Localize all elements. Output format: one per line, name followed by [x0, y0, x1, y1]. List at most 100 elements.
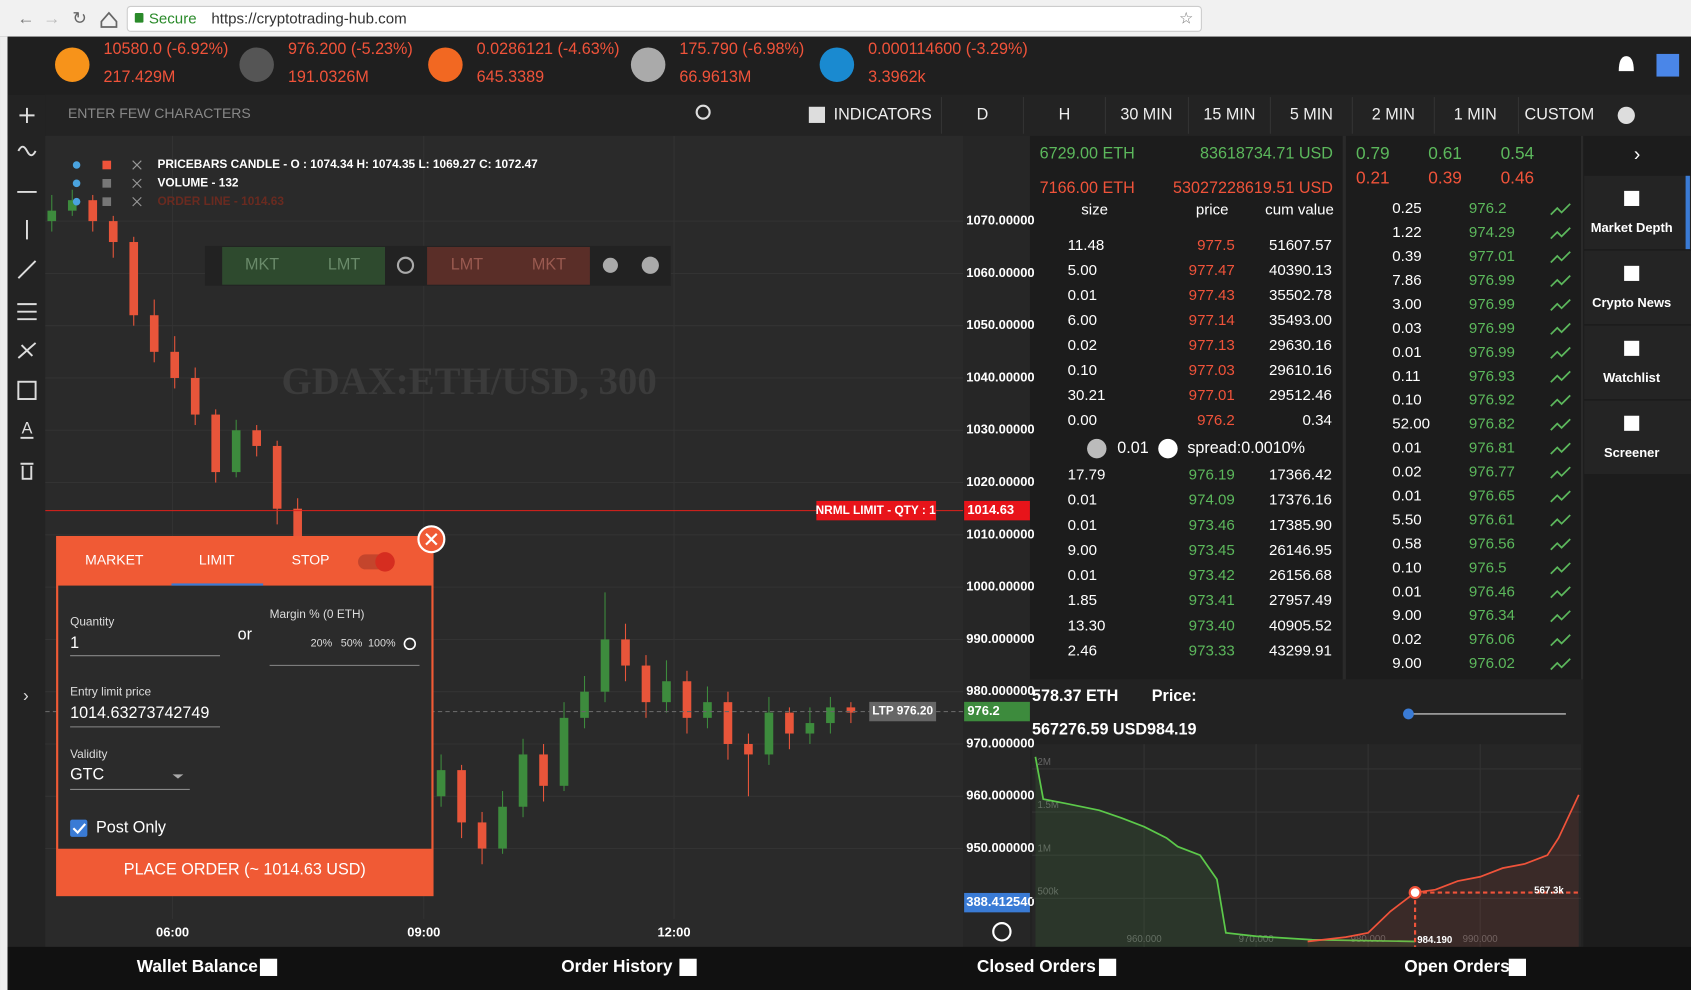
- post-only-checkbox[interactable]: [70, 819, 88, 837]
- tool-rect[interactable]: [17, 380, 37, 400]
- order-tab[interactable]: LIMIT: [199, 551, 235, 567]
- footer-button[interactable]: Closed Orders: [977, 956, 1096, 976]
- y-tick-label: 1070.00000: [966, 213, 1034, 228]
- dropdown-arrow: [172, 774, 184, 779]
- depth-eth: 578.37 ETH: [1032, 687, 1118, 705]
- sidebar-item[interactable]: [1584, 175, 1691, 250]
- forward-button[interactable]: →: [43, 8, 60, 28]
- sidebar-item[interactable]: [1584, 250, 1691, 325]
- indicators-icon[interactable]: [808, 106, 826, 123]
- user-avatar[interactable]: [1656, 53, 1680, 77]
- candle-body: [846, 707, 856, 713]
- trade-button[interactable]: LMT: [451, 256, 483, 274]
- settings-icon[interactable]: [102, 197, 112, 206]
- volume-tag-bg: [964, 892, 1030, 913]
- tool-add[interactable]: [19, 107, 35, 123]
- trade-size: 0.10: [1392, 559, 1421, 576]
- trade-button[interactable]: MKT: [245, 256, 279, 274]
- ltp-price-tag: 976.2: [967, 703, 999, 718]
- order-line-tag-bg: [816, 500, 937, 521]
- depth-slider-handle[interactable]: [1403, 708, 1414, 720]
- column-header: size: [1081, 201, 1108, 218]
- settings-icon[interactable]: [102, 160, 112, 170]
- tool-text[interactable]: A: [22, 419, 33, 437]
- interval-button[interactable]: D: [977, 106, 989, 124]
- trade-button[interactable]: MKT: [532, 256, 566, 274]
- candle-body: [67, 200, 77, 211]
- entry-price-input[interactable]: 1014.63273742749: [70, 704, 209, 722]
- trade-size: 0.01: [1392, 440, 1421, 457]
- tool-trendline[interactable]: [17, 260, 37, 279]
- pie-icon[interactable]: [641, 256, 659, 274]
- tool-delete[interactable]: [20, 462, 34, 480]
- active-indicator: [1685, 175, 1690, 250]
- y-tick-label: 960.000000: [966, 788, 1034, 803]
- interval-button[interactable]: 1 MIN: [1454, 106, 1497, 124]
- place-order-button[interactable]: [57, 848, 433, 896]
- back-button[interactable]: ←: [17, 8, 34, 28]
- close-chart-button[interactable]: [992, 922, 1012, 942]
- remove-icon[interactable]: [132, 196, 142, 207]
- tool-fib[interactable]: [17, 303, 37, 321]
- sidebar-label[interactable]: Crypto News: [1592, 295, 1671, 310]
- coin-icon: [428, 47, 463, 82]
- remove-icon[interactable]: [132, 178, 142, 189]
- collapse-arrow[interactable]: ›: [1634, 143, 1640, 165]
- sidebar-label[interactable]: Watchlist: [1603, 370, 1661, 385]
- sidebar-label[interactable]: Screener: [1604, 445, 1659, 460]
- depth-x-label: 960.000: [1127, 934, 1163, 945]
- interval-button[interactable]: 5 MIN: [1290, 106, 1333, 124]
- candle-body: [580, 691, 589, 718]
- notification-bell[interactable]: [1618, 56, 1634, 72]
- footer-button[interactable]: Open Orders: [1404, 956, 1509, 976]
- remove-icon[interactable]: [132, 160, 142, 170]
- sidebar-item[interactable]: [1584, 400, 1691, 474]
- alert-icon[interactable]: [602, 257, 618, 273]
- refresh-icon[interactable]: [396, 256, 415, 274]
- minus-button[interactable]: [1087, 438, 1107, 459]
- footer-button[interactable]: Wallet Balance: [137, 956, 258, 976]
- interval-button[interactable]: 30 MIN: [1120, 106, 1172, 124]
- margin-option[interactable]: 100%: [368, 638, 396, 650]
- trend-icon: [1550, 394, 1571, 407]
- home-button[interactable]: [100, 11, 118, 28]
- tool-pitchfork[interactable]: [17, 342, 37, 359]
- cum-value-cell: 40905.52: [1269, 617, 1332, 634]
- sell-ratio: 0.21: [1356, 168, 1390, 188]
- margin-option[interactable]: 20%: [311, 638, 333, 650]
- order-tab[interactable]: STOP: [292, 551, 330, 567]
- cum-value-cell: 26146.95: [1269, 542, 1332, 559]
- margin-option[interactable]: 50%: [341, 638, 363, 650]
- validity-select[interactable]: GTC: [70, 766, 104, 784]
- interval-button[interactable]: H: [1059, 106, 1071, 124]
- indicators-button[interactable]: INDICATORS: [834, 106, 932, 124]
- size-cell: 30.21: [1068, 387, 1106, 404]
- reload-button[interactable]: ↻: [72, 8, 86, 28]
- sidebar-label[interactable]: Market Depth: [1591, 220, 1673, 235]
- quantity-input[interactable]: 1: [70, 634, 79, 652]
- url-field[interactable]: [126, 5, 1202, 32]
- field-label: Entry limit price: [70, 684, 151, 698]
- visibility-icon[interactable]: [72, 161, 81, 169]
- expand-arrow[interactable]: ›: [23, 685, 29, 705]
- bookmark-star[interactable]: ☆: [1179, 10, 1193, 28]
- plus-button[interactable]: [1158, 438, 1178, 459]
- interval-button[interactable]: 15 MIN: [1203, 106, 1255, 124]
- order-tab[interactable]: MARKET: [85, 551, 144, 567]
- depth-price-label: Price:: [1152, 687, 1197, 705]
- place-order-label[interactable]: PLACE ORDER (~ 1014.63 USD): [124, 861, 366, 879]
- trade-button[interactable]: LMT: [328, 256, 360, 274]
- footer-button[interactable]: Order History: [561, 956, 673, 976]
- sidebar-item[interactable]: [1584, 325, 1691, 400]
- tool-freehand[interactable]: [17, 145, 37, 157]
- ticker-volume: 66.9613M: [679, 68, 751, 86]
- interval-button[interactable]: 2 MIN: [1372, 106, 1415, 124]
- interval-button[interactable]: CUSTOM: [1525, 106, 1595, 124]
- search-icon[interactable]: [695, 104, 711, 120]
- settings-icon[interactable]: [102, 179, 112, 188]
- visibility-icon[interactable]: [72, 197, 81, 206]
- margin-refresh[interactable]: [403, 637, 417, 651]
- visibility-icon[interactable]: [72, 179, 81, 188]
- theme-icon[interactable]: [1617, 106, 1635, 125]
- search-input[interactable]: ENTER FEW CHARACTERS: [68, 105, 251, 121]
